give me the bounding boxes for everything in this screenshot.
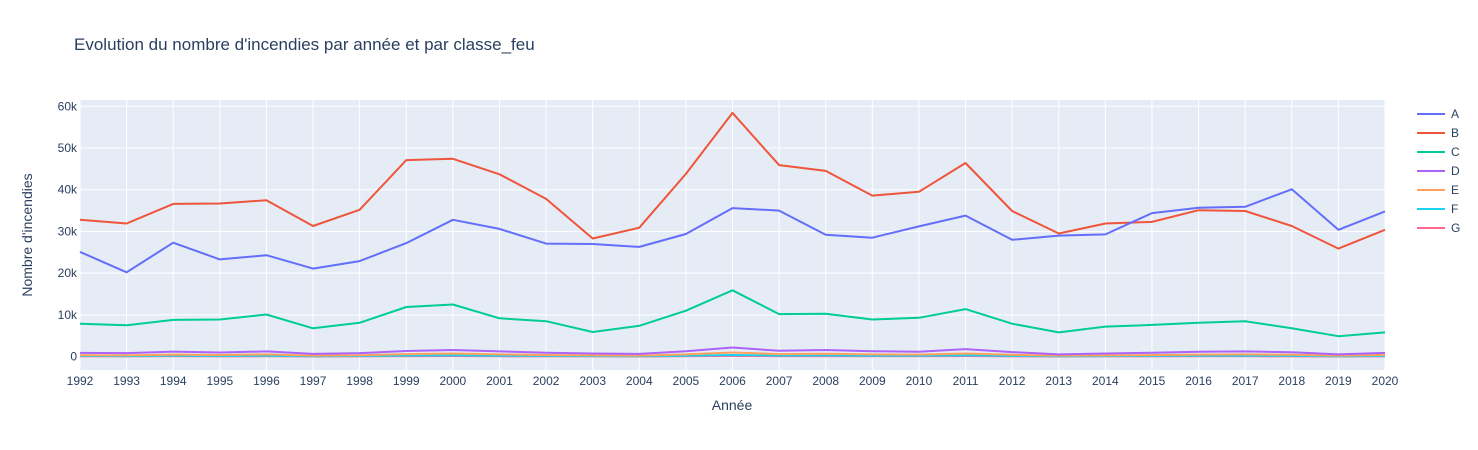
x-tick-label: 1997 [300, 374, 327, 388]
y-tick-label: 60k [58, 99, 78, 113]
series-lines [79, 111, 1386, 358]
x-axis-title: Année [712, 397, 753, 413]
series-line-a [79, 188, 1386, 274]
x-tick-label: 2013 [1045, 374, 1072, 388]
x-tick-label: 2014 [1092, 374, 1119, 388]
legend-label: E [1451, 183, 1459, 197]
y-tick-label: 10k [58, 308, 78, 322]
legend-label: F [1451, 202, 1458, 216]
x-tick-label: 1994 [160, 374, 187, 388]
x-tick-label: 1998 [346, 374, 373, 388]
x-tick-label: 2018 [1278, 374, 1305, 388]
x-tick-label: 2012 [999, 374, 1026, 388]
x-tick-label: 2010 [906, 374, 933, 388]
x-tick-label: 1999 [393, 374, 420, 388]
series-line-c [79, 289, 1386, 338]
x-tick-label: 1995 [206, 374, 233, 388]
x-tick-label: 2015 [1139, 374, 1166, 388]
legend-label: A [1451, 107, 1459, 121]
x-tick-label: 2020 [1372, 374, 1399, 388]
x-tick-label: 1992 [67, 374, 94, 388]
y-axis-ticks: 0 10k 20k 30k 40k 50k 60k [58, 99, 78, 363]
x-tick-label: 2008 [812, 374, 839, 388]
legend-label: D [1451, 164, 1460, 178]
legend-item-f[interactable]: F [1417, 202, 1458, 216]
x-tick-label: 2007 [766, 374, 793, 388]
legend-label: G [1451, 221, 1460, 235]
y-tick-label: 0 [70, 350, 77, 364]
series-line-b [79, 111, 1386, 250]
x-tick-label: 2009 [859, 374, 886, 388]
series-line-d [79, 346, 1386, 356]
series-line-e [79, 351, 1386, 357]
legend-item-a[interactable]: A [1417, 107, 1459, 121]
x-tick-label: 2019 [1325, 374, 1352, 388]
x-tick-label: 2001 [486, 374, 513, 388]
x-tick-label: 2000 [440, 374, 467, 388]
legend-label: B [1451, 126, 1459, 140]
chart-title: Evolution du nombre d'incendies par anné… [74, 35, 535, 54]
x-tick-label: 1993 [113, 374, 140, 388]
y-tick-label: 20k [58, 266, 78, 280]
y-tick-label: 30k [58, 224, 78, 238]
x-axis-ticks: 1992 1993 1994 1995 1996 1997 1998 1999 2000 2001… [67, 374, 1399, 388]
x-tick-label: 2006 [719, 374, 746, 388]
x-tick-label: 2005 [673, 374, 700, 388]
legend-item-d[interactable]: D [1417, 164, 1460, 178]
x-tick-label: 1996 [253, 374, 280, 388]
x-tick-label: 2002 [533, 374, 560, 388]
y-tick-label: 40k [58, 183, 78, 197]
x-tick-label: 2011 [953, 374, 979, 388]
y-tick-label: 50k [58, 141, 78, 155]
legend-item-g[interactable]: G [1417, 221, 1460, 235]
x-tick-label: 2016 [1185, 374, 1212, 388]
legend-item-c[interactable]: C [1417, 145, 1460, 159]
legend-item-e[interactable]: E [1417, 183, 1459, 197]
legend-label: C [1451, 145, 1460, 159]
x-tick-label: 2004 [626, 374, 653, 388]
x-tick-label: 2003 [579, 374, 606, 388]
y-axis-title: Nombre d'incendies [19, 173, 35, 296]
legend-item-b[interactable]: B [1417, 126, 1459, 140]
x-tick-label: 2017 [1232, 374, 1259, 388]
